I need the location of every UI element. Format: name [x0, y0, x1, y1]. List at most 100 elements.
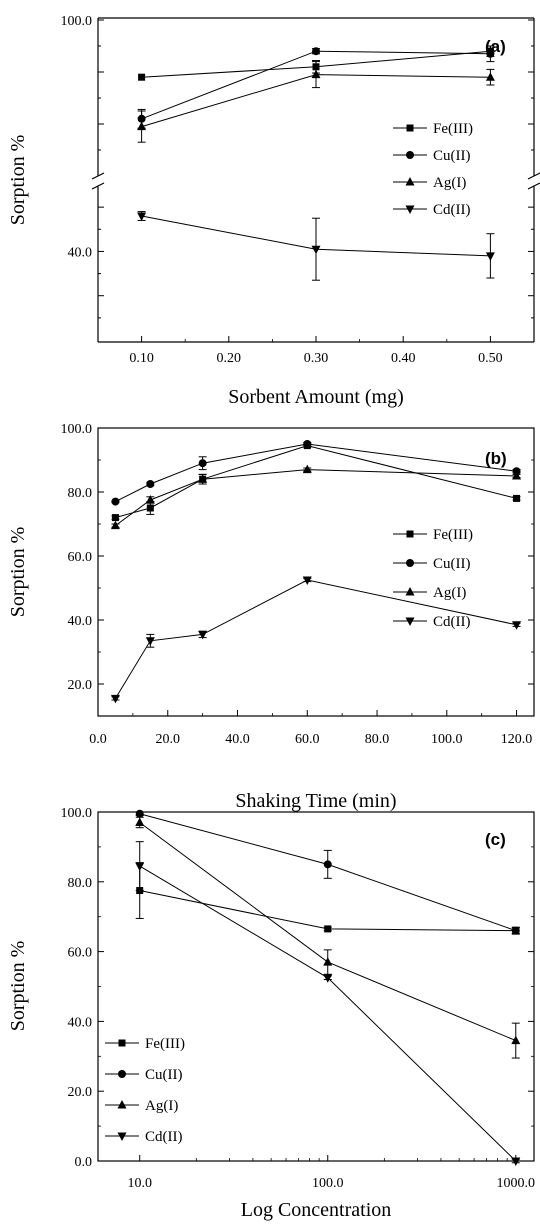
legend-marker: [406, 151, 414, 159]
x-tick-label: 0.0: [89, 732, 107, 747]
y-tick-label: 60.0: [68, 946, 93, 961]
y-tick-label: 80.0: [68, 876, 93, 891]
x-tick-label: 60.0: [295, 732, 320, 747]
series-Cu(II): [137, 45, 495, 129]
legend-label: Fe(III): [433, 527, 473, 543]
data-point: [110, 694, 120, 704]
data-point: [110, 520, 120, 530]
legend-marker: [118, 1070, 126, 1078]
data-point: [111, 514, 119, 522]
x-tick-label: 10.0: [127, 1176, 152, 1191]
series-line: [115, 469, 517, 527]
data-point: [135, 809, 144, 818]
legend-label: Ag(I): [433, 175, 466, 191]
x-axis-label: Sorbent Amount (mg): [228, 386, 404, 408]
legend-label: Fe(III): [433, 121, 473, 137]
y-tick-label: 100.0: [61, 422, 93, 437]
series-line: [115, 445, 517, 519]
axis-break-mark: [91, 172, 105, 180]
x-tick-label: 0.50: [478, 351, 503, 366]
chart-panel-2: 0.0 20.0 40.0 60.0 80.0 100.0 120.0 20.0 40.0 60.…: [7, 422, 535, 812]
legend-marker: [405, 177, 415, 186]
data-point: [512, 621, 522, 630]
data-point: [323, 974, 333, 983]
legend-marker: [118, 1039, 126, 1047]
data-point: [111, 497, 120, 506]
series-Cd(II): [110, 576, 522, 704]
x-tick-label: 100.0: [431, 732, 463, 747]
legend-marker: [406, 530, 414, 538]
data-point: [323, 860, 332, 869]
x-tick-label: 20.0: [156, 732, 181, 747]
chart-panel-1: 0.10 0.20 0.30 0.40 0.50 100.0 40.0 Sorbent Amo…: [7, 14, 540, 408]
data-point: [146, 480, 155, 488]
legend-marker: [405, 205, 415, 214]
data-point: [312, 47, 320, 56]
legend-label: Cu(II): [145, 1067, 183, 1083]
data-point: [511, 1035, 521, 1045]
x-tick-label: 0.30: [304, 351, 329, 366]
panel-label: (b): [485, 449, 507, 468]
legend-marker: [405, 587, 415, 596]
y-axis-label: Sorption %: [7, 135, 29, 226]
legend-label: Cd(II): [433, 614, 471, 630]
data-point: [198, 459, 207, 468]
data-point: [302, 576, 312, 585]
data-point: [511, 926, 520, 935]
y-axis-label: Sorption %: [7, 527, 29, 618]
data-point: [145, 637, 155, 646]
x-tick-label: 120.0: [501, 732, 533, 747]
y-tick-label: 40.0: [68, 245, 93, 260]
data-point: [485, 72, 495, 81]
data-point: [303, 440, 312, 448]
data-point: [311, 245, 321, 255]
legend-label: Ag(I): [433, 585, 466, 601]
legend-marker: [405, 617, 415, 626]
x-tick-label: 100.0: [312, 1176, 344, 1191]
legend-label: Fe(III): [145, 1036, 185, 1052]
data-point: [324, 925, 332, 933]
legend-marker: [406, 559, 414, 567]
series-Cu(II): [135, 809, 520, 935]
panel-label: (c): [485, 830, 506, 849]
series-Cd(II): [137, 211, 495, 281]
data-point: [137, 121, 147, 131]
x-tick-label: 1000.0: [497, 1176, 536, 1191]
legend-marker: [117, 1100, 127, 1109]
series-Fe(III): [111, 442, 521, 522]
x-tick-label: 40.0: [225, 732, 250, 747]
series-Ag(I): [135, 816, 521, 1059]
legend-marker: [406, 124, 414, 132]
y-tick-label: 0.0: [75, 1155, 93, 1170]
y-tick-label: 20.0: [68, 678, 93, 693]
axis-break-mark: [527, 182, 540, 190]
y-tick-label: 100.0: [61, 806, 93, 821]
y-tick-label: 20.0: [68, 1085, 93, 1100]
data-point: [135, 817, 145, 826]
series-Cd(II): [135, 841, 521, 1166]
legend-label: Cu(II): [433, 556, 471, 572]
y-tick-label: 40.0: [68, 614, 93, 629]
data-point: [512, 471, 522, 480]
data-point: [138, 73, 146, 81]
axis-break-mark: [91, 182, 105, 190]
data-point: [485, 252, 495, 261]
x-tick-label: 80.0: [365, 732, 390, 747]
series-Ag(I): [137, 61, 495, 143]
data-point: [302, 464, 312, 474]
series-line: [115, 443, 517, 503]
data-point: [146, 504, 154, 512]
data-point: [198, 474, 208, 483]
x-axis-label: Shaking Time (min): [235, 790, 396, 812]
plot-frame: [97, 427, 535, 717]
legend-marker: [117, 1132, 127, 1141]
y-tick-label: 100.0: [61, 14, 93, 29]
data-point: [135, 862, 145, 872]
series-Ag(I): [110, 464, 522, 530]
axis-break-mark: [527, 172, 540, 180]
data-point: [513, 494, 521, 502]
chart-panel-3: 10.0 100.0 1000.0 0.0 20.0 40.0 60.0 80.0 100.0 L…: [7, 806, 535, 1221]
data-point: [486, 49, 495, 58]
x-tick-label: 0.40: [391, 351, 416, 366]
x-axis-label: Log Concentration: [241, 1199, 392, 1221]
